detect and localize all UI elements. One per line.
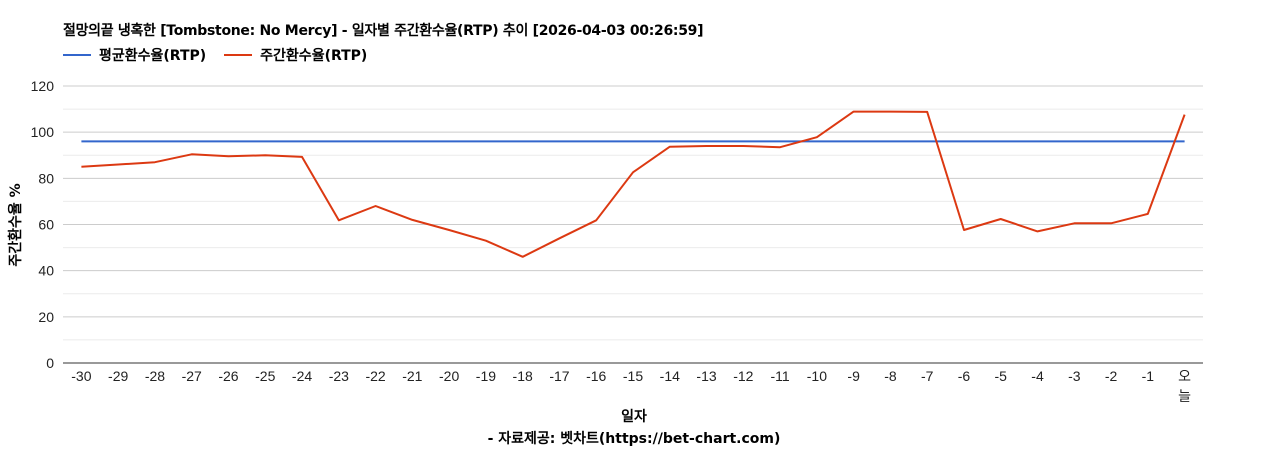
y-tick-label: 120 <box>31 78 55 94</box>
x-tick-label: -24 <box>292 368 312 384</box>
x-tick-label: -20 <box>439 368 459 384</box>
x-tick-label: -4 <box>1031 368 1044 384</box>
legend-item-weekly[interactable]: 주간환수율(RTP) <box>224 45 367 65</box>
legend-swatch-weekly-icon <box>224 54 253 56</box>
x-tick-label: -25 <box>255 368 275 384</box>
y-tick-label: 80 <box>38 170 54 186</box>
x-tick-label: -8 <box>884 368 897 384</box>
y-tick-label: 60 <box>38 217 54 233</box>
x-tick-label: 오 <box>1178 368 1191 384</box>
y-tick-label: 20 <box>38 309 54 325</box>
x-axis-ticks: -30 -29 -28 -27 -26 -25 -24 -23 -22 -21 -20 -19 -18-… <box>71 368 1191 404</box>
x-tick-label: 늘 <box>1178 388 1191 404</box>
x-tick-label: -2 <box>1105 368 1118 384</box>
x-tick-label: -27 <box>182 368 202 384</box>
x-tick-label: -3 <box>1068 368 1081 384</box>
x-tick-label: -5 <box>995 368 1008 384</box>
series-weekly-line[interactable] <box>81 110 1186 258</box>
legend-swatch-average-icon <box>63 54 91 56</box>
y-tick-label: 0 <box>46 355 54 371</box>
x-tick-label: -9 <box>847 368 860 384</box>
x-tick-label: -28 <box>145 368 165 384</box>
x-tick-label: -13 <box>696 368 716 384</box>
x-tick-label: -10 <box>807 368 827 384</box>
x-tick-label: -14 <box>660 368 680 384</box>
x-tick-label: -6 <box>958 368 971 384</box>
x-axis-title: 일자 <box>621 409 647 425</box>
legend-item-average[interactable]: 평균환수율(RTP) <box>63 45 206 65</box>
legend: 평균환수율(RTP) 주간환수율(RTP) <box>63 46 385 64</box>
x-tick-label: -22 <box>365 368 385 384</box>
chart-title: 절망의끝 냉혹한 [Tombstone: No Mercy] - 일자별 주간환… <box>63 23 704 39</box>
x-tick-label: -30 <box>71 368 91 384</box>
x-tick-label: -17 <box>549 368 569 384</box>
gridlines <box>63 85 1203 341</box>
legend-label-average: 평균환수율(RTP) <box>99 48 207 64</box>
y-axis-ticks: 0 20 40 60 80 100 120 <box>31 78 55 371</box>
x-tick-label: -15 <box>623 368 643 384</box>
x-tick-label: -18 <box>513 368 533 384</box>
source-credit: - 자료제공: 벳차트(https://bet-chart.com) <box>487 431 781 447</box>
x-tick-label: -11 <box>770 368 789 384</box>
series-lines <box>81 110 1186 258</box>
x-tick-label: -26 <box>218 368 238 384</box>
x-tick-label: -1 <box>1142 368 1155 384</box>
legend-label-weekly: 주간환수율(RTP) <box>260 48 368 64</box>
y-tick-label: 40 <box>38 263 54 279</box>
x-tick-label: -21 <box>402 368 422 384</box>
y-tick-label: 100 <box>31 124 55 140</box>
x-tick-label: -12 <box>733 368 753 384</box>
x-tick-label: -7 <box>921 368 934 384</box>
x-tick-label: -16 <box>586 368 606 384</box>
y-axis-title: 주간환수율 % <box>8 183 24 267</box>
x-tick-label: -19 <box>476 368 496 384</box>
x-tick-label: -23 <box>329 368 349 384</box>
x-tick-label: -29 <box>108 368 128 384</box>
